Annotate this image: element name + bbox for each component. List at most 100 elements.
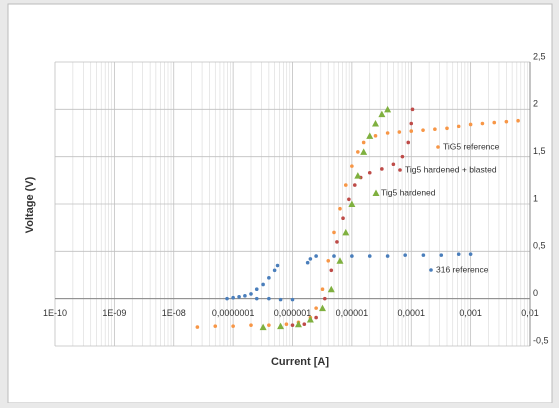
x-tick-label: 0,0000001 xyxy=(212,308,255,318)
data-point xyxy=(354,172,362,179)
data-point xyxy=(329,268,334,273)
data-point xyxy=(267,276,271,280)
legend-marker xyxy=(429,268,433,272)
data-point xyxy=(403,253,407,257)
y-tick-label: 0 xyxy=(533,288,538,298)
data-point xyxy=(249,323,253,327)
y-axis-title: Voltage (V) xyxy=(24,176,36,233)
data-point xyxy=(294,320,302,328)
data-point xyxy=(327,285,335,293)
data-point xyxy=(504,119,509,124)
data-point xyxy=(385,254,390,258)
data-point xyxy=(308,257,313,261)
data-point xyxy=(409,129,414,133)
data-point xyxy=(314,315,318,320)
data-point xyxy=(468,122,473,127)
data-point xyxy=(249,292,253,296)
data-point xyxy=(254,296,259,301)
y-tick-label: 0,5 xyxy=(533,241,546,251)
data-point xyxy=(421,253,426,257)
data-point xyxy=(231,324,235,328)
data-point xyxy=(302,322,307,327)
data-point xyxy=(409,121,414,126)
data-point xyxy=(326,259,331,263)
x-tick-label: 0,001 xyxy=(459,308,482,318)
data-point xyxy=(195,325,200,329)
data-point xyxy=(305,260,310,265)
legend-label: 316 reference xyxy=(436,264,489,274)
x-axis-title: Current [A] xyxy=(271,356,329,368)
data-point xyxy=(360,148,368,155)
data-point xyxy=(335,240,339,244)
data-point xyxy=(385,131,390,135)
data-point xyxy=(225,296,229,301)
data-point xyxy=(410,107,415,112)
y-tick-label: 2 xyxy=(533,99,538,109)
x-tick-label: 1E-08 xyxy=(162,308,186,318)
data-point xyxy=(314,254,318,258)
data-point xyxy=(323,296,327,301)
data-point xyxy=(290,297,295,302)
data-point xyxy=(384,105,392,113)
data-point xyxy=(277,322,285,330)
legend-marker xyxy=(436,145,440,149)
data-point xyxy=(367,254,372,258)
data-point xyxy=(284,322,289,327)
data-point xyxy=(254,287,259,292)
data-point xyxy=(366,132,374,139)
data-point xyxy=(347,197,351,202)
x-tick-label: 1E-09 xyxy=(102,308,126,318)
data-point xyxy=(391,162,396,167)
data-point xyxy=(378,110,386,118)
data-point xyxy=(350,164,354,168)
legend-marker xyxy=(372,189,380,196)
x-tick-label: 0,000001 xyxy=(274,308,312,318)
data-point xyxy=(433,127,437,132)
y-tick-label: -0,5 xyxy=(533,335,549,345)
data-point xyxy=(492,120,497,125)
data-point xyxy=(397,130,402,134)
data-point xyxy=(361,140,366,145)
data-point xyxy=(231,295,235,300)
data-point xyxy=(456,124,461,129)
data-point xyxy=(421,128,425,132)
legend-label: TiG5 reference xyxy=(443,141,500,151)
legend-label: Tig5 hardened xyxy=(381,187,436,197)
data-point xyxy=(336,257,344,264)
data-point xyxy=(406,140,411,145)
data-point xyxy=(380,167,384,171)
data-point xyxy=(367,170,372,175)
x-tick-label: 0,0001 xyxy=(397,308,425,318)
data-point xyxy=(213,324,218,328)
data-point xyxy=(439,253,444,257)
data-point xyxy=(516,118,520,123)
data-point xyxy=(356,150,360,154)
data-point xyxy=(341,216,345,220)
data-point xyxy=(338,206,342,211)
data-point xyxy=(350,254,354,258)
data-point xyxy=(348,200,356,207)
data-point xyxy=(343,183,348,187)
data-point xyxy=(320,287,325,292)
data-point xyxy=(332,230,336,235)
y-tick-label: 1,5 xyxy=(533,146,546,156)
data-point xyxy=(456,252,461,256)
legend-label: Tig5 hardened + blasted xyxy=(405,164,497,174)
data-point xyxy=(332,254,336,258)
data-point xyxy=(259,323,267,331)
data-point xyxy=(237,294,241,299)
data-point xyxy=(272,268,277,273)
data-point xyxy=(480,121,485,126)
data-point xyxy=(267,323,271,327)
data-point xyxy=(314,306,318,310)
y-tick-label: 1 xyxy=(533,193,538,203)
data-point xyxy=(373,134,378,138)
data-point xyxy=(352,183,357,187)
data-point xyxy=(468,252,473,256)
data-point xyxy=(342,228,350,236)
legend-marker xyxy=(398,168,402,172)
data-point xyxy=(275,263,280,268)
data-point xyxy=(306,315,314,323)
